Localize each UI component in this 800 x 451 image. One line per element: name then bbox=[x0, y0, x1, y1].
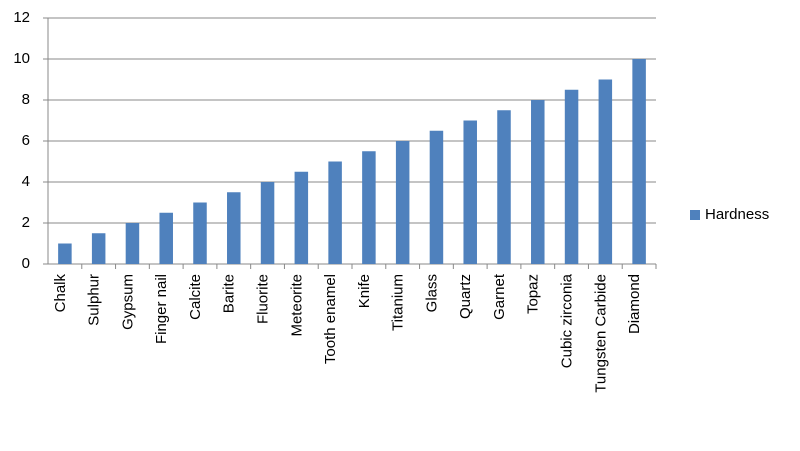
bar bbox=[632, 59, 646, 264]
bar bbox=[159, 212, 173, 264]
legend-label: Hardness bbox=[705, 206, 769, 223]
bar bbox=[227, 192, 241, 264]
bar bbox=[429, 130, 444, 264]
y-tick-label: 2 bbox=[22, 214, 30, 231]
x-tick-label: Tungsten Carbide bbox=[592, 274, 609, 393]
x-tick-label: Chalk bbox=[52, 274, 69, 313]
bar bbox=[395, 141, 410, 264]
bar bbox=[125, 223, 140, 264]
legend-swatch bbox=[690, 210, 700, 220]
bar bbox=[463, 120, 477, 264]
bar bbox=[58, 243, 72, 264]
bar bbox=[531, 100, 545, 264]
x-tick-label: Tooth enamel bbox=[322, 274, 339, 364]
y-tick-label: 10 bbox=[13, 50, 30, 67]
x-tick-label: Quartz bbox=[457, 274, 474, 319]
bar bbox=[598, 79, 613, 264]
y-tick-label: 0 bbox=[22, 255, 30, 272]
y-tick-label: 8 bbox=[22, 91, 30, 108]
x-tick-label: Titanium bbox=[390, 274, 407, 331]
x-tick-label: Garnet bbox=[491, 273, 508, 320]
x-tick-label: Topaz bbox=[525, 274, 542, 314]
x-tick-label: Diamond bbox=[626, 274, 643, 334]
bar bbox=[564, 89, 579, 264]
x-tick-label: Finger nail bbox=[153, 274, 170, 344]
x-tick-label: Gypsum bbox=[119, 274, 136, 330]
bar bbox=[260, 182, 275, 264]
y-tick-label: 4 bbox=[22, 173, 30, 190]
x-tick-label: Cubic zirconia bbox=[559, 273, 576, 368]
x-tick-label: Sulphur bbox=[86, 274, 103, 326]
bar bbox=[193, 202, 207, 264]
x-tick-label: Knife bbox=[356, 274, 373, 308]
x-tick-label: Barite bbox=[221, 274, 238, 313]
x-tick-label: Glass bbox=[423, 274, 440, 312]
bar bbox=[91, 233, 106, 264]
y-tick-label: 6 bbox=[22, 132, 30, 149]
x-tick-label: Fluorite bbox=[255, 274, 272, 324]
y-tick-label: 12 bbox=[13, 9, 30, 26]
bar bbox=[362, 151, 376, 264]
bar bbox=[328, 161, 342, 264]
x-tick-label: Meteorite bbox=[288, 274, 305, 337]
x-tick-label: Calcite bbox=[187, 274, 204, 320]
bar bbox=[294, 171, 309, 264]
bar bbox=[497, 110, 511, 264]
